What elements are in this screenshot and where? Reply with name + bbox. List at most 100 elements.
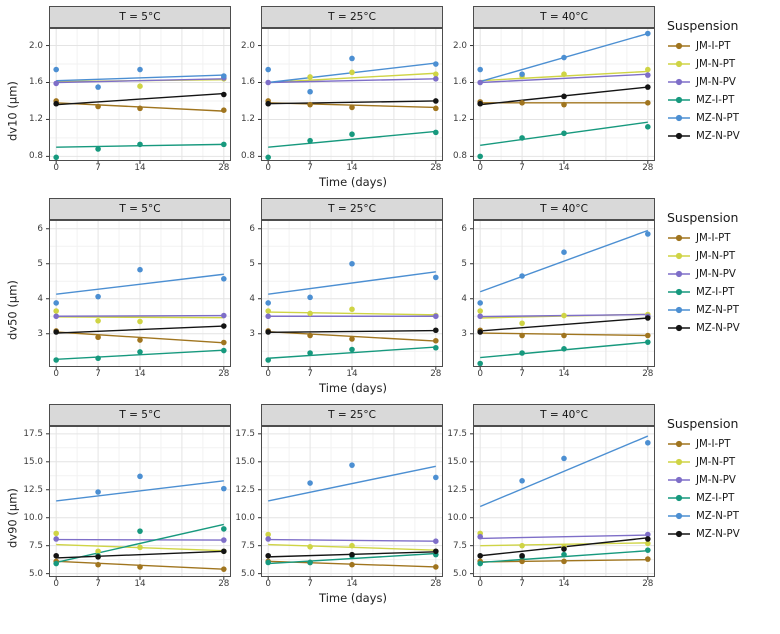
plot-panel — [46, 220, 231, 370]
y-tick-label: 12.5 — [447, 484, 467, 495]
y-axis-ticks: 5.0 7.5 10.0 12.5 15.0 17.5 — [233, 426, 261, 579]
data-point-MZ-N-PV — [53, 552, 59, 559]
y-axis-title-dv10: dv10 (μm) — [5, 81, 20, 142]
x-tick-label: 7 — [95, 579, 101, 589]
data-point-JM-I-PT — [349, 104, 355, 111]
data-point-MZ-I-PT — [519, 135, 525, 141]
trend-line-MZ-N-PT — [479, 229, 649, 293]
data-point-MZ-N-PV — [477, 100, 483, 107]
data-point-JM-N-PV — [645, 72, 651, 78]
legend-marker-MZ-N-PT — [668, 114, 690, 122]
data-point-MZ-N-PV — [561, 93, 567, 100]
facet-strip-label: T = 5°C — [49, 198, 231, 220]
legend-label: MZ-N-PT — [696, 112, 739, 124]
y-tick-label: 7.5 — [241, 540, 255, 551]
x-axis-title: Time (days) — [319, 175, 387, 189]
data-point-MZ-I-PT — [265, 357, 271, 363]
legend-label: JM-N-PT — [696, 250, 736, 262]
legend-dot — [675, 42, 683, 50]
trend-line-MZ-I-PT — [268, 130, 436, 148]
data-point-MZ-I-PT — [137, 141, 143, 148]
y-axis-ticks: 0.8 1.2 1.6 2.0 — [445, 28, 473, 162]
y-axis-title-dv90: dv90 (μm) — [5, 488, 20, 549]
plot-row: 3 4 5 6 — [21, 220, 231, 370]
legend-dot — [675, 324, 683, 332]
legend-item-JM-I-PT: JM-I-PT — [667, 40, 771, 52]
x-tick-label: 0 — [53, 369, 59, 379]
x-axis-ticks: 0 7 14 28 — [261, 577, 443, 590]
data-point-MZ-I-PT — [477, 153, 483, 160]
y-tick-label: 4 — [461, 293, 467, 304]
data-point-JM-I-PT — [221, 339, 227, 346]
data-point-MZ-I-PT — [561, 551, 567, 558]
data-point-MZ-N-PT — [349, 462, 355, 468]
plot-panel — [46, 426, 231, 580]
panel-border — [261, 220, 443, 367]
legend-dot — [675, 494, 683, 502]
plot-panel — [470, 426, 655, 580]
y-tick-label: 1.6 — [29, 77, 43, 88]
data-point-JM-I-PT — [137, 337, 143, 343]
facet-row-dv90: dv90 (μm) T = 5°C 5.0 7.5 10.0 12.5 15.0 17.5 0… — [4, 404, 780, 607]
data-point-JM-N-PT — [519, 320, 525, 327]
x-tick-label: 28 — [430, 163, 442, 173]
data-point-MZ-N-PT — [519, 273, 525, 279]
legend-marker-MZ-I-PT — [668, 494, 690, 502]
data-point-MZ-N-PV — [265, 329, 271, 335]
x-tick-label: 14 — [134, 579, 146, 589]
data-point-JM-N-PT — [561, 71, 567, 77]
panel-border — [473, 28, 655, 161]
data-point-JM-N-PT — [307, 544, 313, 550]
data-point-JM-I-PT — [561, 101, 567, 108]
data-point-JM-N-PT — [349, 542, 355, 549]
y-tick-label: 3 — [461, 328, 467, 339]
panel-border — [49, 220, 231, 367]
trend-line-JM-N-PV — [480, 534, 648, 540]
legend-dot — [675, 458, 683, 466]
data-point-JM-I-PT — [519, 100, 525, 106]
y-tick-label: 1.6 — [241, 77, 255, 88]
data-point-MZ-I-PT — [307, 350, 313, 356]
legend-dot — [675, 132, 683, 140]
data-point-MZ-N-PT — [519, 478, 525, 484]
x-tick-label: 14 — [134, 369, 146, 379]
y-tick-label: 17.5 — [235, 428, 255, 439]
x-tick-label: 0 — [477, 369, 483, 379]
data-point-JM-I-PT — [95, 103, 101, 110]
data-point-MZ-N-PT — [53, 300, 59, 306]
y-tick-label: 1.2 — [453, 114, 467, 125]
trend-line-MZ-N-PT — [56, 273, 224, 295]
legend-item-JM-N-PV: JM-N-PV — [667, 268, 771, 280]
legend-item-MZ-I-PT: MZ-I-PT — [667, 286, 771, 298]
data-point-JM-N-PV — [645, 531, 651, 538]
plot-panel — [470, 28, 655, 164]
data-point-MZ-I-PT — [645, 339, 651, 345]
plot-row: 0.8 1.2 1.6 2.0 — [445, 28, 655, 164]
trend-line-MZ-N-PT — [56, 74, 224, 82]
data-point-MZ-I-PT — [53, 154, 59, 161]
data-point-JM-N-PT — [519, 542, 525, 549]
data-point-JM-N-PT — [349, 306, 355, 313]
legend-item-JM-I-PT: JM-I-PT — [667, 438, 771, 450]
x-tick-label: 28 — [642, 163, 654, 173]
data-point-JM-I-PT — [645, 332, 651, 339]
data-point-MZ-N-PT — [645, 439, 651, 446]
x-tick-label: 0 — [477, 163, 483, 173]
data-point-JM-N-PV — [433, 75, 439, 82]
data-point-MZ-N-PT — [561, 249, 567, 255]
trend-line-MZ-I-PT — [56, 349, 224, 360]
y-tick-label: 5 — [461, 258, 467, 269]
legend-marker-MZ-N-PT — [668, 512, 690, 520]
x-tick-label: 28 — [218, 579, 230, 589]
legend-dv90: Suspension JM-I-PT JM-N-PT JM-N-PV MZ-I-PT MZ… — [667, 404, 771, 546]
data-point-MZ-N-PT — [221, 276, 227, 282]
data-point-MZ-I-PT — [221, 526, 227, 532]
data-point-JM-N-PT — [53, 308, 59, 314]
y-tick-label: 1.6 — [453, 77, 467, 88]
x-tick-label: 0 — [265, 369, 271, 379]
legend-marker-JM-I-PT — [668, 42, 690, 50]
x-tick-label: 14 — [346, 369, 358, 379]
legend-label: JM-I-PT — [696, 232, 731, 244]
y-tick-label: 4 — [37, 293, 43, 304]
y-axis-ticks: 3 4 5 6 — [233, 220, 261, 367]
